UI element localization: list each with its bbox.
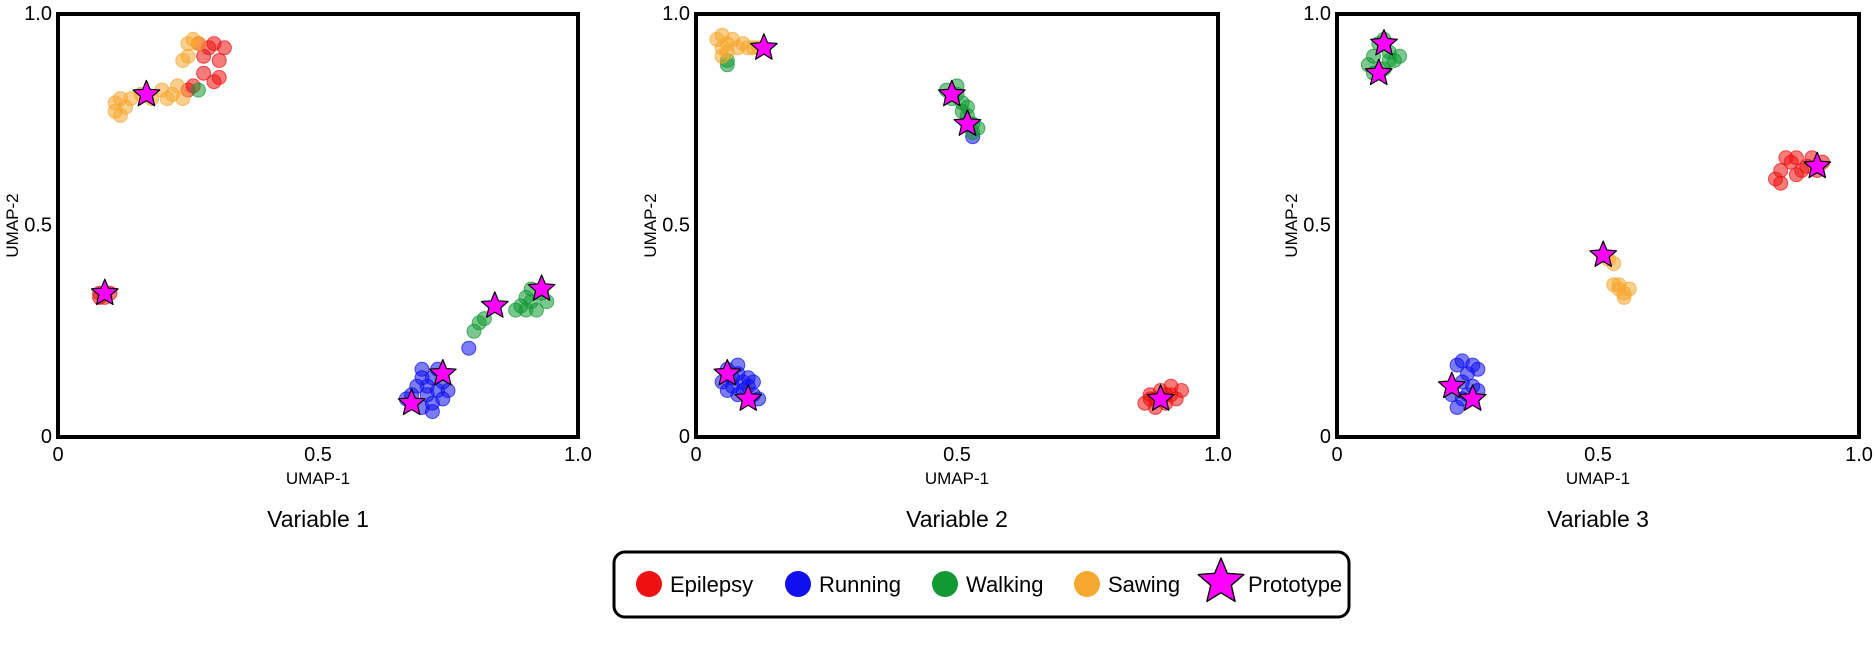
prototype-star-icon [527, 274, 556, 301]
legend-item-sawing: Sawing [1074, 571, 1180, 597]
plot-frame [1335, 12, 1861, 439]
scatter-panel-1: 0 0.5 1.0 0 0.5 1.0 UMAP-1 UMAP-2 Variable 1 [3, 3, 592, 532]
x-tick-label: 0 [1331, 444, 1342, 466]
legend-item-epilepsy: Epilepsy [636, 571, 753, 597]
point-running [745, 374, 761, 390]
panel-title: Variable 1 [267, 506, 369, 532]
prototype-star-icon [1146, 384, 1175, 411]
x-tick-label: 0.5 [943, 444, 971, 466]
point-epilepsy [196, 48, 212, 64]
y-tick-label: 0 [679, 426, 690, 448]
y-tick-label: 1.0 [24, 3, 52, 25]
prototype-star-icon [132, 79, 161, 107]
legend-swatch [932, 571, 958, 597]
point-walking [508, 302, 524, 318]
point-sawing [714, 48, 730, 64]
point-walking [190, 82, 206, 98]
prototype-star-icon [734, 384, 763, 411]
y-tick-label: 0.5 [1303, 215, 1331, 237]
point-sawing [107, 103, 123, 119]
x-tick-label: 1.0 [1204, 444, 1232, 466]
legend-label: Walking [966, 572, 1043, 597]
legend-item-running: Running [785, 571, 901, 597]
point-epilepsy [206, 74, 222, 90]
point-epilepsy [216, 40, 232, 56]
panel-title: Variable 3 [1547, 506, 1649, 532]
prototype-star-icon [90, 278, 119, 306]
x-tick-label: 1.0 [1845, 444, 1873, 466]
point-running [461, 340, 477, 356]
point-running [1465, 357, 1481, 373]
point-epilepsy [1773, 175, 1789, 191]
legend-label: Running [819, 572, 901, 597]
point-sawing [1616, 289, 1632, 305]
point-running [440, 383, 456, 398]
prototype-star-icon [1437, 371, 1466, 399]
y-tick-label: 0.5 [24, 215, 52, 237]
point-running [414, 361, 430, 377]
x-tick-label: 0 [52, 444, 63, 466]
prototype-star-icon [397, 388, 426, 416]
y-axis-label: UMAP-2 [641, 193, 660, 257]
point-sawing [170, 78, 186, 94]
legend-label: Sawing [1108, 572, 1180, 597]
x-tick-label: 0.5 [1584, 444, 1612, 466]
x-axis-label: UMAP-1 [1566, 469, 1630, 488]
point-running [409, 378, 425, 394]
point-walking [1381, 53, 1397, 68]
plot-frame [56, 12, 580, 439]
prototype-star-icon [480, 291, 509, 318]
prototype-star-icon [1370, 29, 1398, 56]
scatter-panel-2: 0 0.5 1.0 0 0.5 1.0 UMAP-1 UMAP-2 Variable 2 [641, 3, 1232, 532]
x-axis-label: UMAP-1 [925, 469, 989, 488]
y-tick-label: 0 [41, 426, 52, 448]
legend-swatch [636, 571, 662, 597]
y-tick-label: 0 [1320, 426, 1331, 448]
y-tick-label: 0.5 [662, 215, 690, 237]
point-epilepsy [196, 65, 212, 81]
panel-title: Variable 2 [906, 506, 1008, 532]
prototype-star-icon [1803, 151, 1832, 179]
prototype-star-icon [1589, 240, 1618, 267]
legend-swatch [1074, 571, 1100, 597]
legend: Epilepsy Running Walking Sawing Prototype [612, 550, 1351, 619]
prototype-star-icon [1197, 557, 1245, 603]
prototype-star-icon [937, 79, 966, 107]
scatter-panel-3: 0 0.5 1.0 0 0.5 1.0 UMAP-1 UMAP-2 Variable 3 [1282, 3, 1873, 532]
point-running [1449, 399, 1465, 415]
x-tick-label: 1.0 [564, 444, 592, 466]
legend-label: Prototype [1248, 572, 1342, 597]
point-epilepsy [211, 53, 227, 68]
point-running [424, 404, 440, 420]
prototype-star-icon [713, 359, 742, 386]
plot-frame [694, 12, 1220, 439]
legend-item-prototype: Prototype [1197, 557, 1342, 603]
y-axis-label: UMAP-2 [1282, 193, 1301, 257]
point-sawing [175, 53, 191, 68]
point-sawing [112, 91, 128, 107]
y-tick-label: 1.0 [1303, 3, 1331, 25]
x-tick-label: 0 [690, 444, 701, 466]
y-axis-label: UMAP-2 [3, 193, 22, 257]
prototype-star-icon [1458, 384, 1487, 411]
prototype-star-icon [428, 359, 457, 386]
point-sawing [175, 91, 191, 107]
point-sawing [190, 36, 206, 52]
legend-item-walking: Walking [932, 571, 1043, 597]
point-epilepsy [1788, 150, 1804, 166]
prototype-star-icon [1364, 58, 1393, 86]
legend-swatch [785, 571, 811, 597]
prototype-star-icon [953, 109, 982, 136]
prototype-star-icon [749, 33, 778, 60]
x-axis-label: UMAP-1 [286, 469, 350, 488]
point-sawing [1611, 277, 1627, 293]
legend-box [612, 550, 1351, 619]
legend-label: Epilepsy [670, 572, 753, 597]
x-tick-label: 0.5 [304, 444, 332, 466]
y-tick-label: 1.0 [662, 3, 690, 25]
